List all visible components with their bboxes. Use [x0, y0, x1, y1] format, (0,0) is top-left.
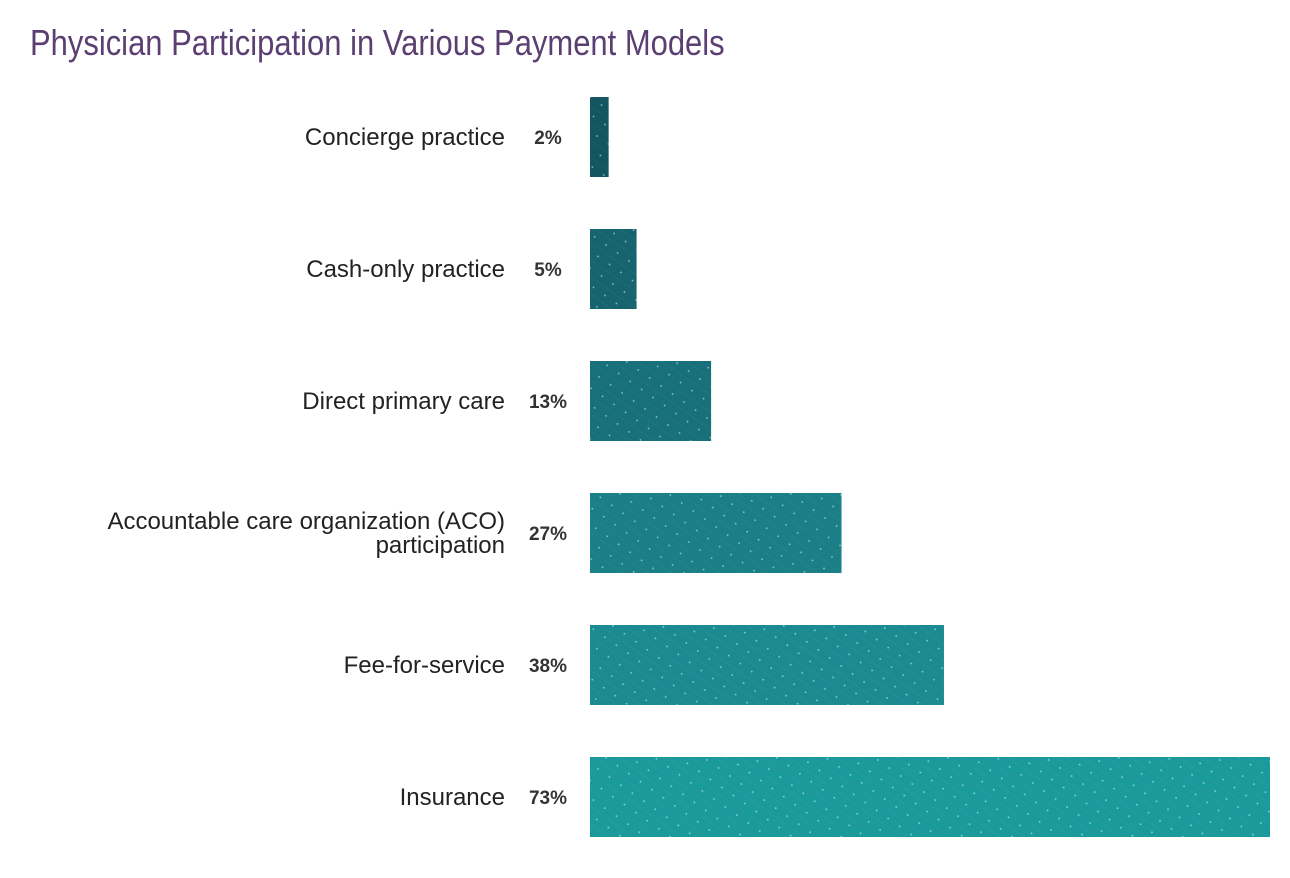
category-label: Direct primary care: [302, 388, 505, 415]
bar-pattern: [590, 625, 944, 705]
category-label: participation: [376, 532, 505, 559]
category-label: Accountable care organization (ACO): [107, 508, 505, 535]
value-label: 27%: [529, 524, 567, 545]
value-label: 73%: [529, 788, 567, 809]
category-label: Concierge practice: [305, 124, 505, 151]
category-label: Insurance: [400, 784, 505, 811]
bar-pattern: [590, 97, 609, 177]
bar-pattern: [590, 229, 637, 309]
chart-title: Physician Participation in Various Payme…: [30, 22, 725, 63]
bar-pattern: [590, 361, 712, 441]
value-label: 5%: [534, 260, 562, 281]
value-label: 38%: [529, 656, 567, 677]
value-label: 13%: [529, 392, 567, 413]
bar-pattern: [590, 493, 842, 573]
bar-pattern: [590, 757, 1270, 837]
category-label: Fee-for-service: [344, 652, 505, 679]
value-label: 2%: [534, 128, 562, 149]
category-label: Cash-only practice: [306, 256, 505, 283]
